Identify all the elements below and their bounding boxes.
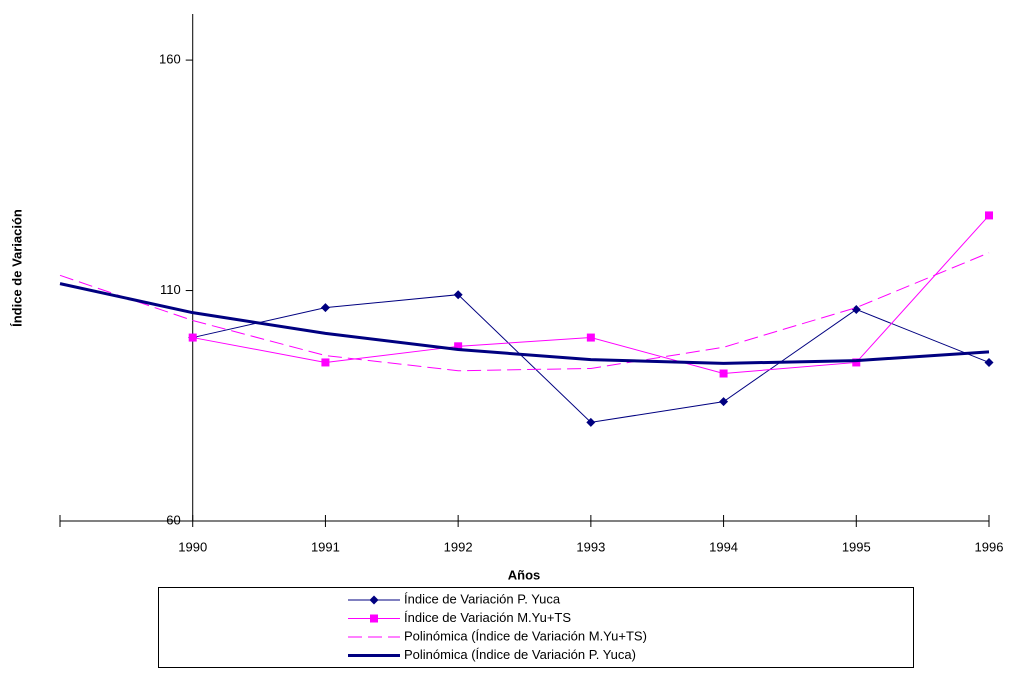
point: [453, 290, 463, 300]
point: [852, 358, 861, 367]
legend-label: Índice de Variación M.Yu+TS: [404, 610, 571, 625]
x-tick-label: 1991: [311, 539, 340, 554]
legend-label: Índice de Variación P. Yuca: [404, 591, 561, 606]
x-axis-title: Años: [508, 567, 541, 582]
x-tick-label: 1992: [444, 539, 473, 554]
point: [851, 304, 861, 314]
y-axis-title: Índice de Variación: [9, 209, 24, 327]
x-tick-label: 1995: [842, 539, 871, 554]
series-line: [59, 252, 990, 372]
point: [454, 342, 463, 351]
point: [321, 358, 330, 367]
x-tick-label: 1996: [975, 539, 1004, 554]
legend-label: Polinómica (Índice de Variación M.Yu+TS): [404, 628, 647, 643]
point: [188, 333, 197, 342]
point: [984, 357, 994, 367]
point: [320, 303, 330, 313]
x-tick-label: 1990: [178, 539, 207, 554]
legend-marker: [370, 614, 378, 623]
point: [719, 369, 728, 378]
point: [985, 211, 993, 220]
y-tick-label: 160: [159, 52, 181, 67]
point: [719, 397, 729, 407]
legend-label: Polinómica (Índice de Variación P. Yuca): [404, 647, 636, 662]
y-tick-label: 60: [166, 512, 180, 527]
point: [586, 333, 595, 342]
x-tick-label: 1994: [709, 539, 738, 554]
point: [586, 417, 596, 427]
legend-box: [158, 587, 914, 668]
legend-marker: [369, 595, 379, 605]
series-line: [59, 282, 990, 365]
series-line: [192, 215, 990, 375]
x-tick-label: 1993: [576, 539, 605, 554]
y-tick-label: 110: [160, 282, 181, 297]
